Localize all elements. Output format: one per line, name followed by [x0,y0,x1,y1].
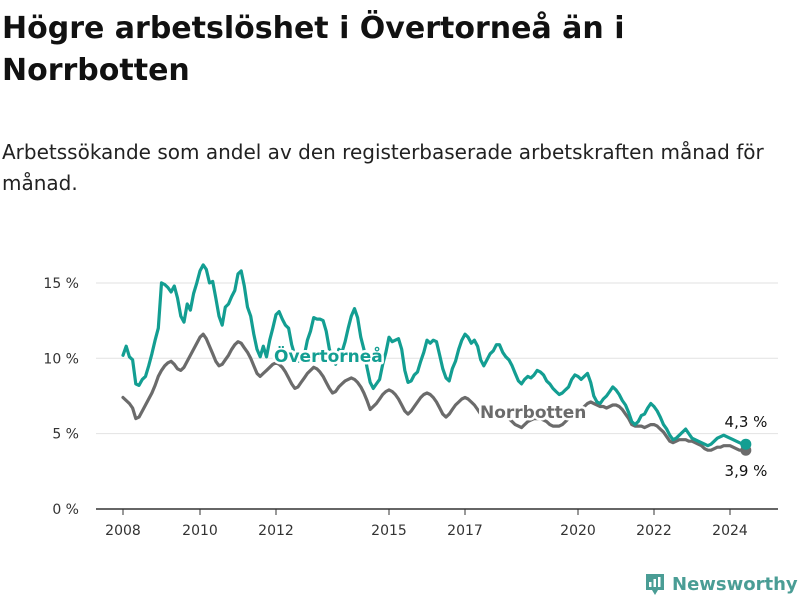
gridlines [96,282,778,435]
y-tick-label: 0 % [52,502,79,518]
x-tick-label: 2020 [560,523,596,539]
x-tick-label: 2015 [371,523,407,539]
series-label-overtornea: Övertorneå [274,345,383,367]
newsworthy-logo-icon [646,574,664,595]
series-label-norrbotten: Norrbotten [480,403,586,423]
y-tick-label: 15 % [43,276,79,292]
x-tick-label: 2022 [636,523,672,539]
series-lines [121,263,752,456]
x-tick-label: 2008 [105,523,141,539]
x-tick-label: 2010 [182,523,218,539]
y-tick-label: 10 % [43,351,79,367]
series-line-norrbotten [121,332,748,452]
end-value-norrbotten: 3,9 % [725,462,768,480]
brand-name: Newsworthy [672,573,798,595]
series-line-overtornea [121,263,748,448]
chart-title: Högre arbetslöshet i Övertorneå än i Nor… [2,11,625,88]
y-tick-label: 5 % [52,427,79,443]
x-tick-label: 2017 [447,523,483,539]
axes: 0 % 5 % 10 % 15 % 2008 2010 2012 2015 2017 2020 20… [43,276,778,539]
end-value-overtornea: 4,3 % [725,413,768,431]
x-tick-label: 2012 [258,523,294,539]
chart-subtitle: Arbetssökande som andel av den registerb… [2,140,764,195]
series-end-point-overtornea [740,438,752,450]
x-tick-label: 2024 [712,523,748,539]
newsworthy-logo: Newsworthy [644,570,798,598]
series-labels: Övertorneå Norrbotten 4,3 % 3,9 % [272,343,770,483]
